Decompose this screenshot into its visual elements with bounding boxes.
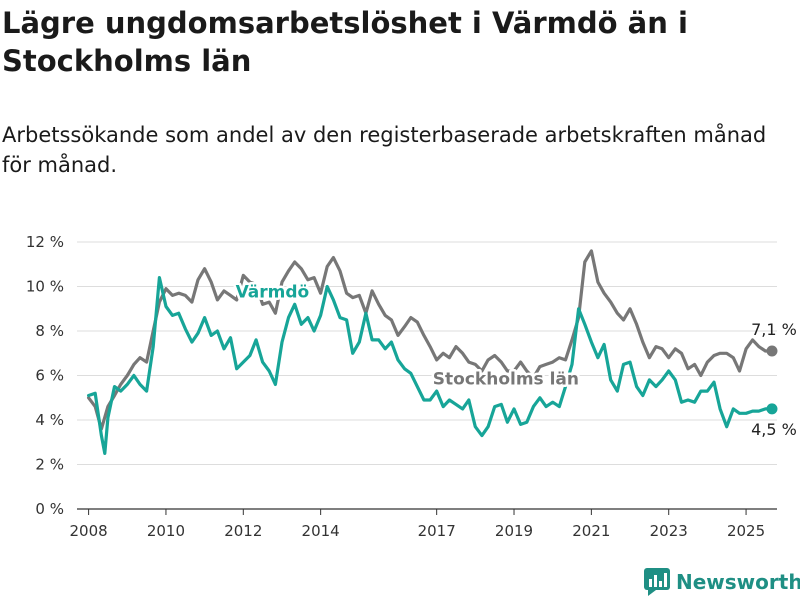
series-line xyxy=(87,276,774,455)
y-tick-label: 4 % xyxy=(35,411,64,429)
y-tick-label: 0 % xyxy=(35,500,64,518)
end-value-label: 4,5 % xyxy=(751,420,797,439)
x-tick-label: 2025 xyxy=(727,522,765,540)
series-line xyxy=(87,249,774,431)
chart-labels: 7,1 % 4,5 % Stockholms län Värmdö xyxy=(233,280,797,439)
x-tick-label: 2012 xyxy=(224,522,262,540)
y-tick-label: 10 % xyxy=(26,278,64,296)
chart-grid xyxy=(77,241,777,510)
x-tick-label: 2021 xyxy=(572,522,610,540)
x-tick-label: 2008 xyxy=(70,522,108,540)
series-name-label: Värmdö xyxy=(236,283,310,303)
x-tick-label: 2017 xyxy=(418,522,456,540)
newsworthy-logo: Newsworthy xyxy=(644,568,800,596)
bar-chart-logo-icon xyxy=(644,568,670,596)
page-title: Lägre ungdomsarbetslöshet i Värmdö än i … xyxy=(2,6,688,78)
y-tick-label: 2 % xyxy=(35,456,64,474)
x-tick-label: 2019 xyxy=(495,522,533,540)
brand-name: Newsworthy xyxy=(676,570,800,594)
end-value-label: 7,1 % xyxy=(751,320,797,339)
x-tick-label: 2010 xyxy=(147,522,185,540)
series-name-label: Stockholms län xyxy=(433,369,579,389)
x-axis: 2008 2010 2012 2014 2017 2019 2021 2023 2025 xyxy=(70,509,765,540)
y-axis-ticks: 0 % 2 % 4 % 6 % 8 % 10 % 12 % xyxy=(26,233,64,518)
x-tick-label: 2014 xyxy=(302,522,340,540)
y-tick-label: 8 % xyxy=(35,322,64,340)
x-tick-label: 2023 xyxy=(650,522,688,540)
page-subtitle: Arbetssökande som andel av den registerb… xyxy=(2,123,767,177)
series-end-marker xyxy=(766,403,778,415)
y-tick-label: 12 % xyxy=(26,233,64,251)
series-end-marker xyxy=(766,345,778,357)
y-tick-label: 6 % xyxy=(35,367,64,385)
chart-series xyxy=(87,249,778,455)
